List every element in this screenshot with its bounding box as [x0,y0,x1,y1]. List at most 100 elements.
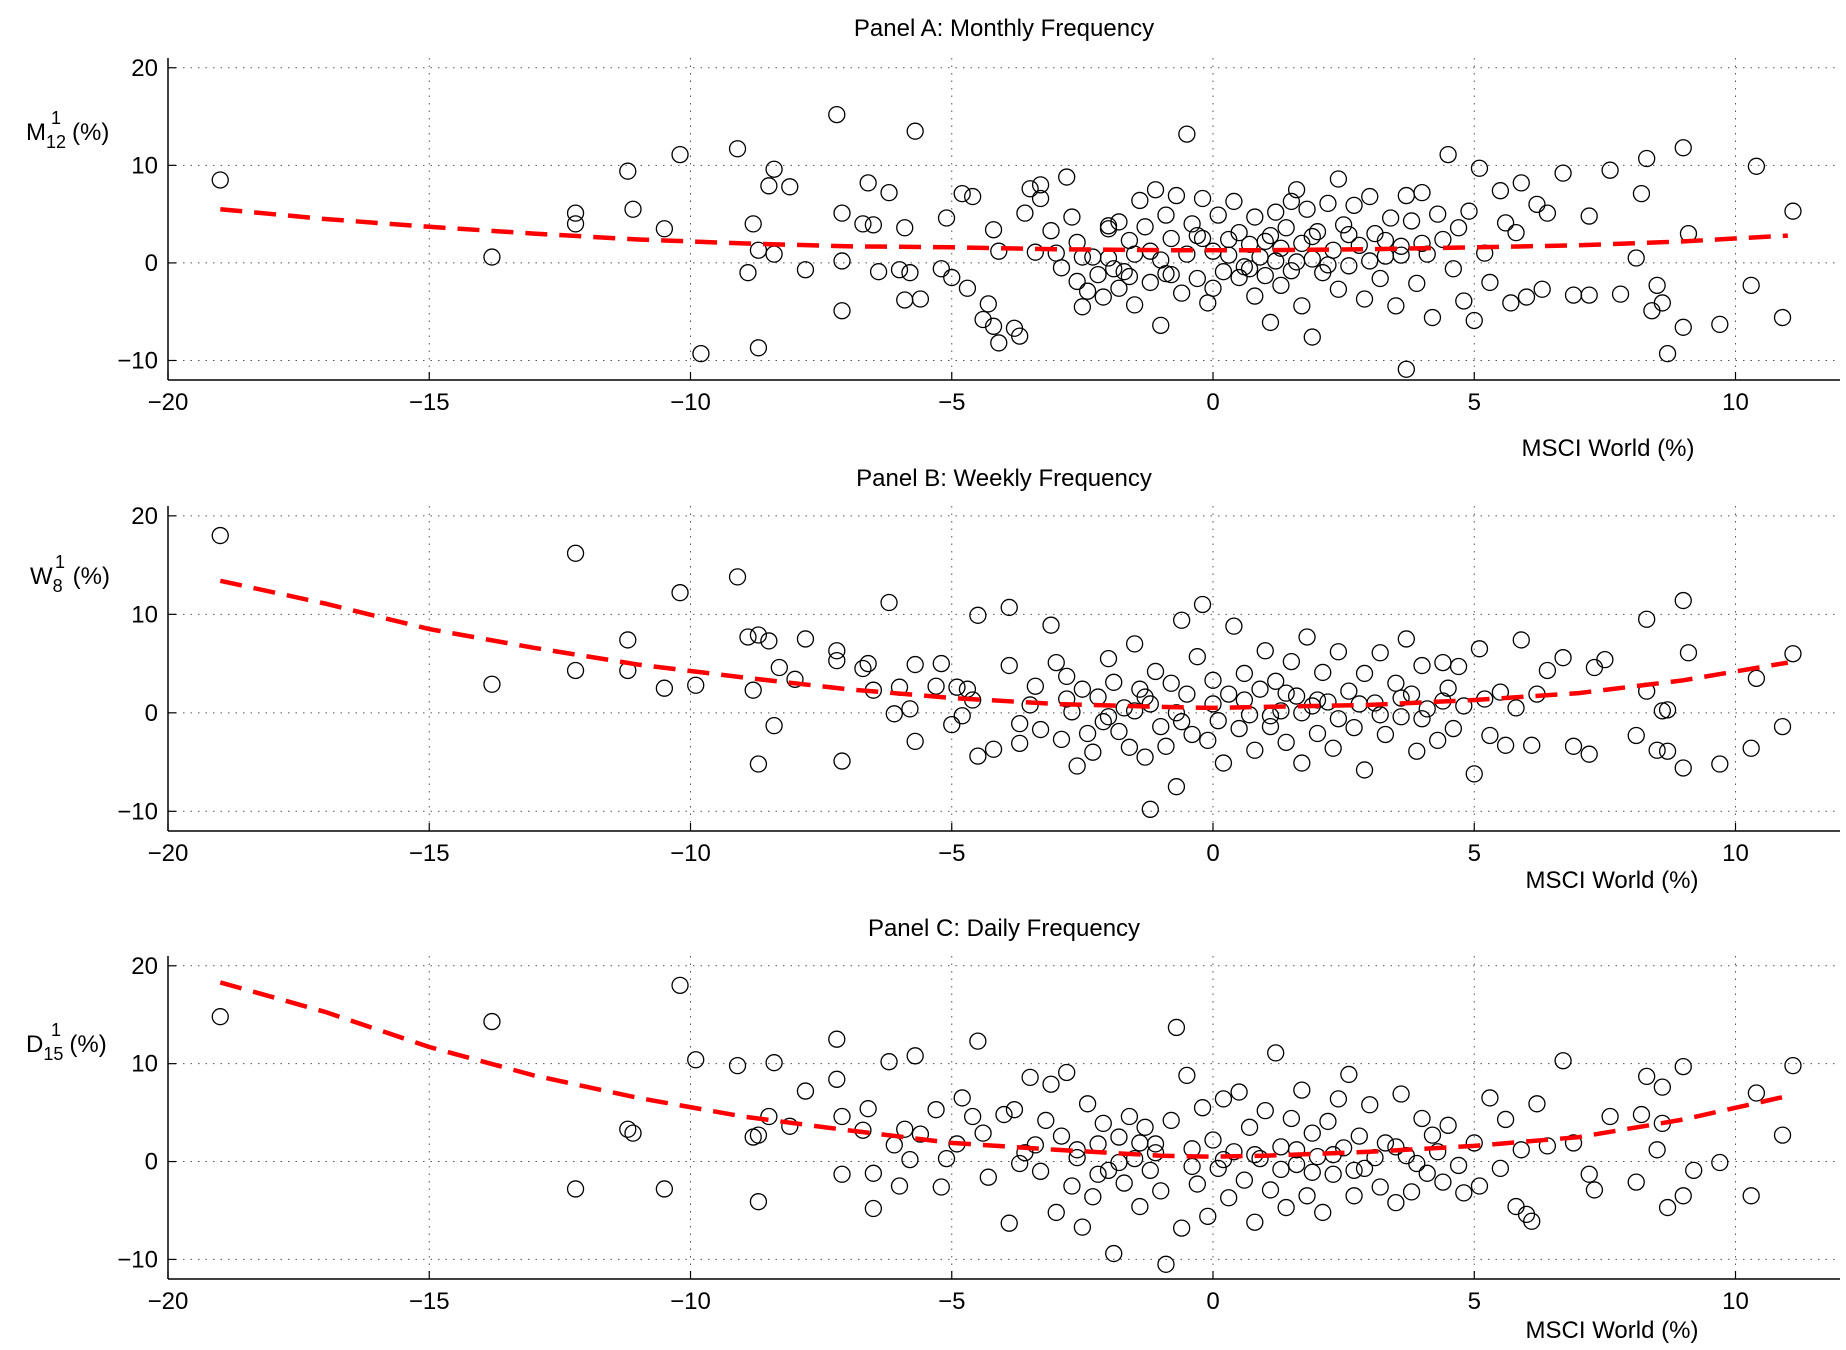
data-point [932,654,950,673]
data-point [1658,345,1677,363]
data-point [1188,648,1206,666]
data-point [1397,630,1415,648]
data-point [1711,1153,1729,1172]
data-point [1157,264,1175,283]
x-tick-label: 10 [1722,1288,1749,1315]
data-point [1225,192,1243,211]
data-point [1632,184,1651,203]
data-point [1653,1078,1671,1096]
data-point [760,632,778,650]
data-point [1042,222,1060,240]
x-tick-label: −15 [409,389,450,416]
data-point [655,220,674,238]
data-point [969,747,987,765]
data-point [1267,1044,1285,1062]
data-point [1235,664,1253,683]
data-point [1439,679,1457,697]
data-point [1340,225,1358,244]
data-point [1068,757,1086,775]
data-point [1439,1116,1457,1134]
data-point [1481,726,1499,745]
y-axis-label-superscript: 1 [55,552,65,572]
y-axis-label-unit: (%) [73,563,110,590]
data-point [1298,628,1316,646]
data-point [1073,680,1092,698]
data-point [1465,311,1483,330]
x-tick-label: 0 [1206,1288,1219,1315]
data-point [1110,213,1128,231]
data-point [880,593,898,612]
data-point [1246,287,1264,305]
data-point [211,171,229,189]
data-point [566,215,585,233]
data-point [1298,1187,1316,1205]
data-point [1345,718,1363,737]
data-point [1277,1198,1295,1217]
data-point [1214,754,1233,772]
data-point [765,1054,783,1072]
data-point [1146,181,1165,199]
data-point [1329,280,1348,298]
data-point [1408,1154,1426,1173]
data-point [1220,1189,1238,1207]
data-point [833,302,851,320]
data-point [1042,1075,1060,1093]
data-point [1178,1066,1196,1085]
data-point [1193,1099,1212,1117]
data-point [619,1120,637,1138]
data-point [1078,282,1097,300]
data-point [1199,731,1217,750]
data-point [1193,229,1212,248]
data-point [1162,265,1180,284]
data-point [974,310,992,329]
data-point [869,263,888,281]
data-point [1214,1090,1233,1108]
data-point [1319,693,1337,711]
data-point [1674,318,1692,336]
data-point [211,526,229,545]
axes [167,956,1840,1280]
data-point [880,184,898,202]
data-point [619,162,637,180]
data-point [1444,260,1462,278]
x-tick-label: 5 [1468,840,1481,867]
data-point [1319,194,1337,213]
data-point [1063,1177,1081,1195]
data-point [749,755,768,773]
data-point [1314,663,1332,682]
data-point [1277,733,1295,752]
data-point [1230,719,1248,738]
data-point [211,1008,229,1026]
data-point [749,339,768,357]
data-point [1287,253,1306,271]
data-point [1334,1139,1353,1157]
data-point [1178,125,1196,143]
data-point [1042,616,1060,634]
data-point [1267,203,1285,221]
data-point [1554,649,1572,667]
data-point [1329,710,1348,728]
data-point [984,740,1003,758]
data-points [211,526,1802,818]
data-point [1340,1065,1358,1084]
data-point [1157,737,1175,755]
data-point [1324,1165,1342,1183]
data-point [1460,202,1478,220]
data-point [1512,174,1530,192]
data-point [1523,736,1541,754]
y-tick-label: 10 [131,152,158,179]
data-point [890,1177,909,1195]
data-point [1408,742,1426,760]
data-point [1220,246,1238,264]
data-point [1418,1164,1436,1182]
data-point [1512,631,1530,649]
data-point [1528,1095,1546,1113]
x-tick-label: −10 [670,840,711,867]
data-point [1209,206,1227,224]
y-axis-label-subscript: 15 [43,1044,63,1064]
data-point [1329,643,1348,661]
tick-labels: −20 −15 −10 −5 0 5 10 −10 0 10 20 [117,55,1749,416]
data-point [483,248,501,266]
data-point [1026,677,1044,695]
x-tick-label: −15 [409,840,450,867]
